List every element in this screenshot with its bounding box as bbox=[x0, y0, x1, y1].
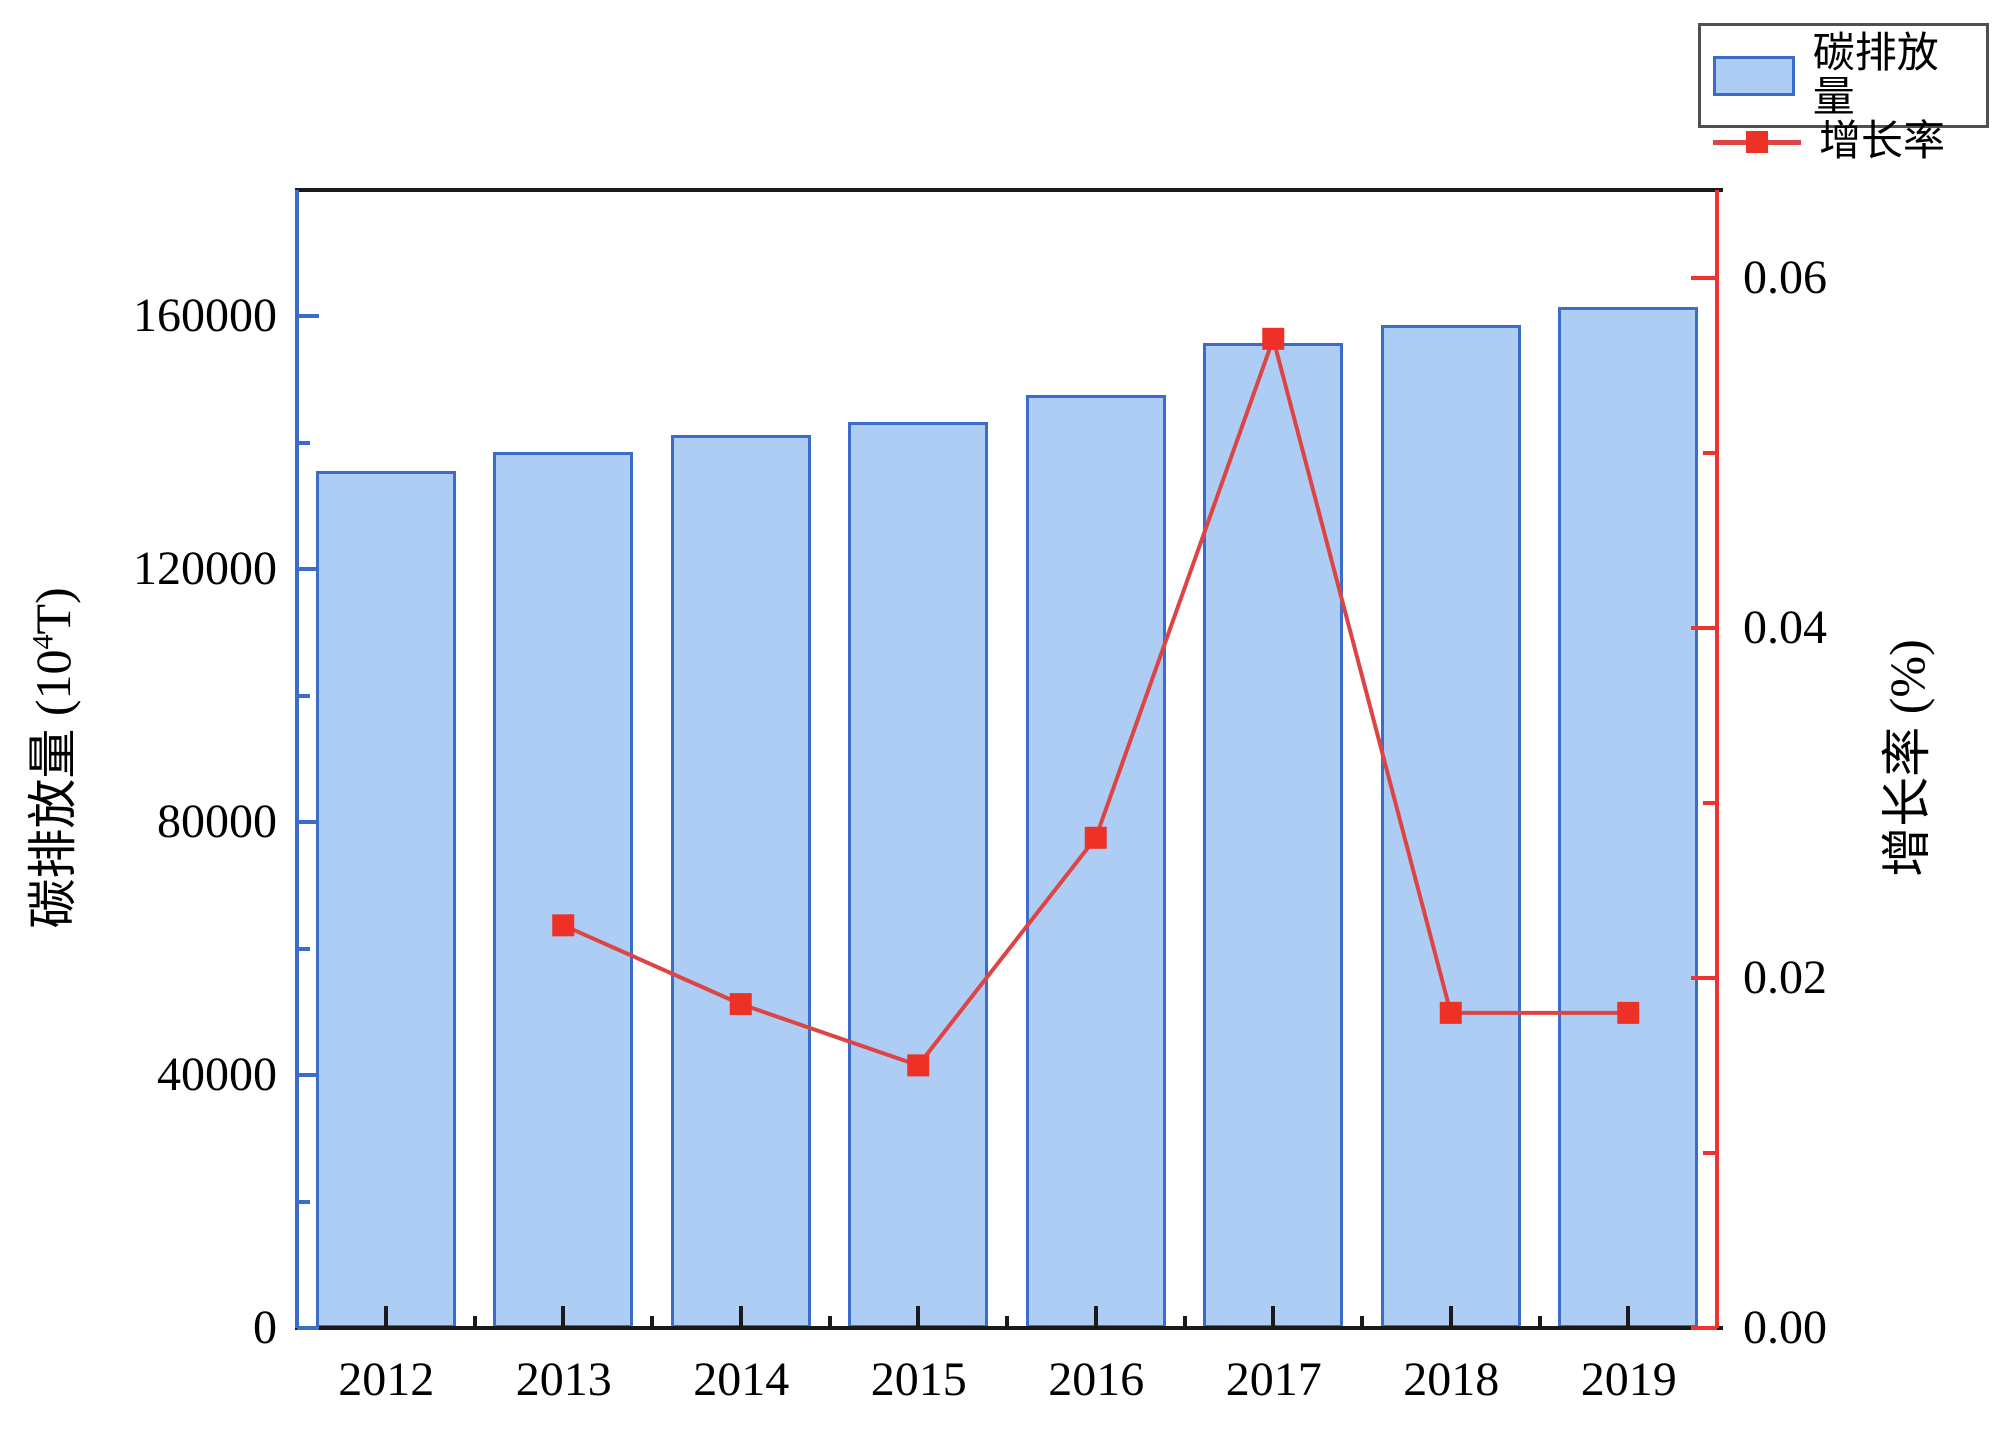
x-axis-tick-label-2016: 2016 bbox=[1048, 1353, 1145, 1406]
legend-bar-swatch-icon bbox=[1713, 56, 1795, 96]
left-axis-tick-label: 40000 bbox=[157, 1048, 277, 1102]
x-axis-minor-tick bbox=[1005, 1316, 1009, 1328]
right-axis-title: 增长率 (%) bbox=[1879, 639, 1935, 877]
bar-2015 bbox=[848, 422, 989, 1328]
x-axis-major-tick bbox=[1271, 1306, 1276, 1328]
growth-marker-2017 bbox=[1262, 327, 1285, 350]
x-axis-minor-tick bbox=[1360, 1316, 1364, 1328]
growth-marker-2014 bbox=[729, 993, 752, 1016]
left-axis-minor-tick bbox=[297, 440, 310, 445]
left-axis-title-superscript: 4 bbox=[26, 634, 60, 650]
x-axis-major-tick bbox=[916, 1306, 921, 1328]
left-axis-line bbox=[295, 190, 299, 1328]
right-axis-major-tick bbox=[1691, 625, 1717, 630]
legend-line-swatch-icon bbox=[1713, 122, 1801, 162]
right-axis-line bbox=[1715, 190, 1719, 1328]
growth-marker-2019 bbox=[1617, 1001, 1640, 1024]
x-axis-tick-label-2017: 2017 bbox=[1225, 1353, 1322, 1406]
bar-2018 bbox=[1380, 325, 1521, 1328]
growth-marker-2013 bbox=[552, 914, 575, 937]
left-axis-minor-tick bbox=[297, 946, 310, 951]
right-axis-tick-label: 0.00 bbox=[1743, 1301, 1827, 1354]
legend-item-emissions: 碳排放量 bbox=[1713, 32, 1974, 120]
plot-top-border bbox=[295, 188, 1723, 192]
left-axis-major-tick bbox=[297, 314, 319, 319]
legend-item-growth-rate: 增长率 bbox=[1713, 120, 1974, 164]
left-axis-tick-label: 0 bbox=[253, 1301, 277, 1354]
left-axis-tick-label: 160000 bbox=[133, 289, 277, 343]
left-axis-major-tick bbox=[297, 567, 319, 572]
right-axis-tick-label: 0.02 bbox=[1743, 950, 1827, 1004]
x-axis-tick-label-2014: 2014 bbox=[693, 1353, 790, 1406]
left-axis-tick-label: 120000 bbox=[133, 542, 277, 596]
legend-label-emissions: 碳排放量 bbox=[1812, 31, 1939, 121]
x-axis-major-tick bbox=[1093, 1306, 1098, 1328]
x-axis-major-tick bbox=[738, 1306, 743, 1328]
right-axis-major-tick bbox=[1691, 275, 1717, 280]
right-axis-major-tick bbox=[1691, 1326, 1717, 1330]
right-axis-minor-tick bbox=[1703, 800, 1717, 805]
x-axis-tick-label-2013: 2013 bbox=[515, 1353, 612, 1406]
bar-2019 bbox=[1558, 306, 1699, 1328]
x-axis-minor-tick bbox=[1537, 1316, 1542, 1328]
bar-2017 bbox=[1203, 342, 1344, 1328]
x-axis-minor-tick bbox=[1182, 1316, 1187, 1328]
x-axis-minor-tick bbox=[472, 1316, 477, 1328]
growth-rate-line bbox=[562, 332, 1629, 1068]
right-axis-minor-tick bbox=[1703, 450, 1717, 455]
right-axis-minor-tick bbox=[1703, 1150, 1717, 1155]
right-axis-tick-label: 0.04 bbox=[1743, 600, 1827, 654]
left-axis-major-tick bbox=[297, 1073, 319, 1078]
growth-marker-2015 bbox=[907, 1054, 930, 1077]
x-axis-line bbox=[295, 1326, 1723, 1330]
x-axis-minor-tick bbox=[827, 1316, 832, 1328]
growth-marker-2016 bbox=[1084, 826, 1107, 849]
left-axis-title: 碳排放量 (104T) bbox=[13, 587, 85, 928]
x-axis-major-tick bbox=[1448, 1306, 1453, 1328]
bar-2012 bbox=[315, 471, 456, 1328]
x-axis-tick-label-2018: 2018 bbox=[1403, 1353, 1500, 1406]
x-axis-major-tick bbox=[561, 1306, 566, 1328]
left-axis-major-tick bbox=[297, 1326, 319, 1330]
x-axis-tick-label-2012: 2012 bbox=[338, 1353, 435, 1406]
left-axis-minor-tick bbox=[297, 1199, 310, 1204]
legend-square-marker-icon bbox=[1746, 131, 1768, 153]
growth-line-layer bbox=[552, 327, 1640, 1077]
right-axis-tick-label: 0.06 bbox=[1743, 250, 1827, 304]
x-axis-minor-tick bbox=[650, 1316, 654, 1328]
left-axis-tick-label: 80000 bbox=[157, 795, 277, 849]
left-axis-title-text: 碳排放量 (10 bbox=[25, 649, 81, 929]
left-axis-major-tick bbox=[297, 820, 319, 825]
left-axis-minor-tick bbox=[297, 693, 310, 698]
x-axis-tick-label-2019: 2019 bbox=[1580, 1353, 1677, 1406]
legend: 碳排放量 增长率 bbox=[1698, 23, 1989, 164]
bar-2016 bbox=[1025, 395, 1166, 1328]
x-axis-tick-label-2015: 2015 bbox=[870, 1353, 967, 1406]
growth-marker-2018 bbox=[1439, 1001, 1462, 1024]
legend-label-growth-rate: 增长率 bbox=[1819, 119, 1946, 165]
bar-2013 bbox=[493, 451, 634, 1328]
left-axis-title-unit: T) bbox=[25, 587, 81, 635]
x-axis-major-tick bbox=[1626, 1306, 1631, 1328]
x-axis-major-tick bbox=[383, 1306, 388, 1328]
right-axis-major-tick bbox=[1691, 975, 1717, 980]
